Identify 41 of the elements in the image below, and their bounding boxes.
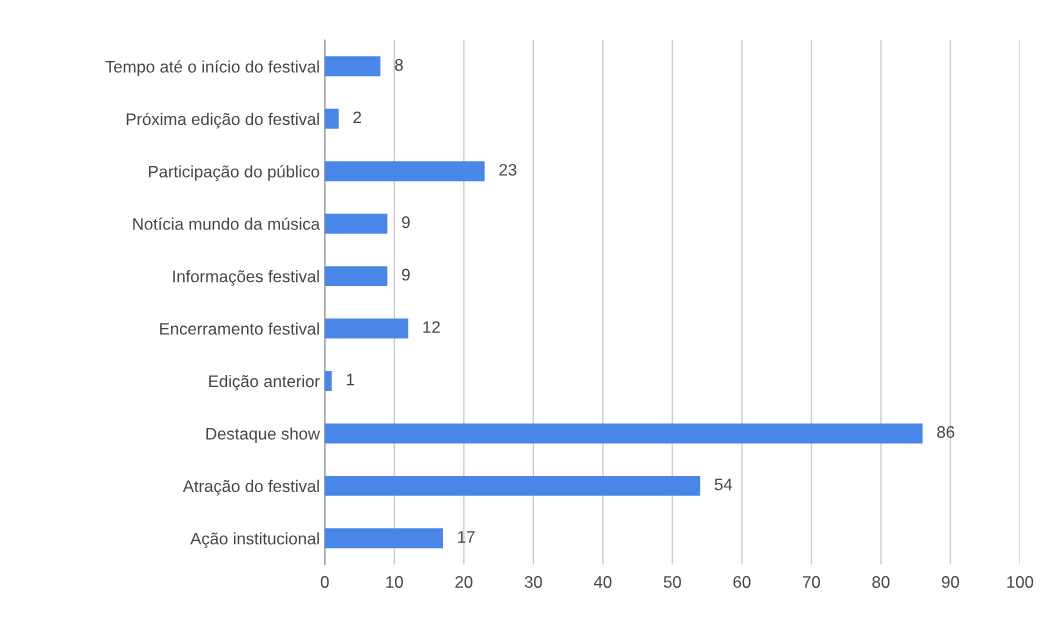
data-label: 23	[499, 163, 517, 176]
data-label: 9	[402, 268, 410, 281]
y-tick-label: Participação do público	[148, 165, 320, 181]
data-label: 17	[458, 531, 475, 543]
y-tick-label: Informações festival	[173, 270, 319, 286]
data-label: 12	[423, 321, 440, 333]
y-tick-label: Destaque show	[206, 427, 320, 443]
y-tick-label: Próxima edição do festival	[126, 112, 319, 129]
x-tick-label: 70	[802, 576, 820, 588]
bar	[324, 161, 485, 182]
x-tick-label: 80	[872, 576, 890, 588]
data-label: 1	[346, 373, 355, 386]
x-tick-label: 30	[524, 576, 542, 588]
y-tick-label: Notícia mundo da música	[133, 217, 320, 230]
data-label: 54	[714, 478, 733, 491]
data-label: 86	[937, 426, 955, 438]
x-tick-label: 10	[386, 576, 403, 588]
x-tick-label: 50	[663, 576, 681, 588]
x-tick-label: 100	[1007, 576, 1034, 588]
data-label: 9	[402, 216, 410, 229]
y-tick-label: Tempo até o início do festival	[105, 60, 319, 76]
bar	[324, 528, 443, 549]
bar	[324, 423, 923, 444]
x-tick-label: 40	[593, 576, 612, 588]
bar	[324, 266, 388, 287]
bar	[324, 371, 332, 391]
bar	[324, 56, 381, 77]
y-tick-label: Edição anterior	[209, 374, 320, 391]
x-tick-label: 0	[320, 576, 329, 588]
bar	[324, 213, 388, 234]
y-tick-label: Ação institucional	[190, 532, 319, 548]
x-tick-label: 60	[733, 576, 751, 588]
bar	[324, 318, 409, 339]
data-label: 8	[395, 59, 403, 71]
x-tick-label: 90	[941, 576, 960, 588]
y-tick-label: Encerramento festival	[160, 322, 319, 335]
bar	[324, 475, 701, 496]
data-label: 2	[353, 111, 362, 124]
x-tick-label: 20	[455, 576, 473, 588]
y-tick-label: Atração do festival	[182, 479, 319, 496]
bar	[324, 108, 339, 129]
